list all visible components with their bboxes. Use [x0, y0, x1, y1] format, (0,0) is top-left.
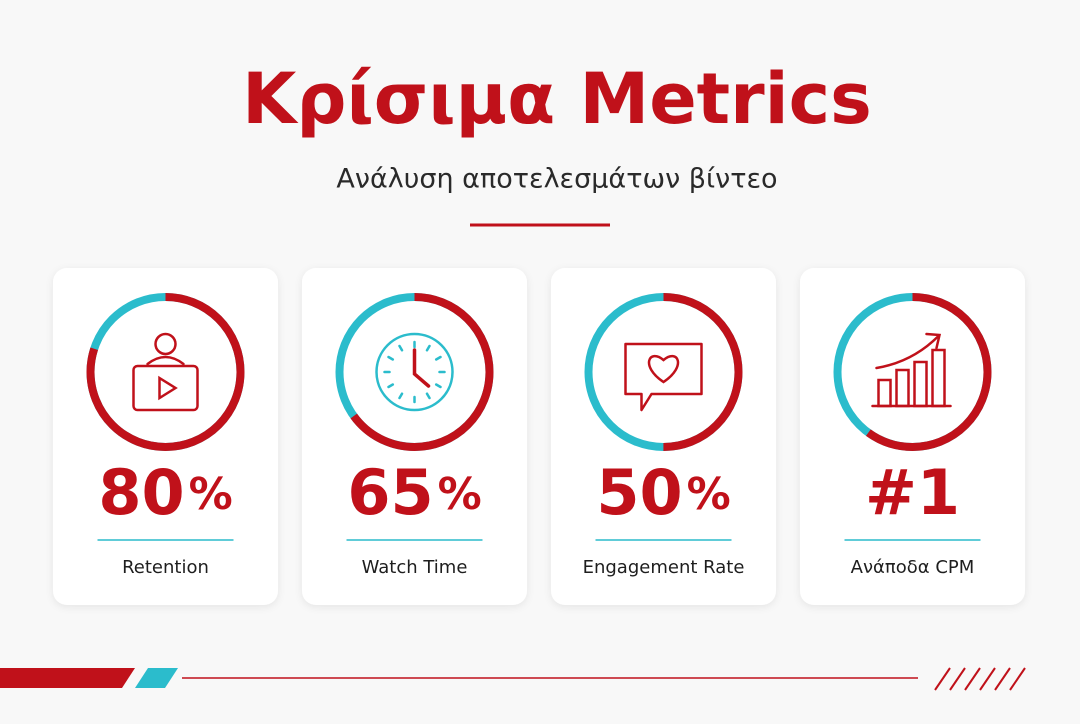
card: #1 Ανάποδα CPM — [800, 268, 1025, 605]
subtitle: Ανάλυση αποτελεσμάτων βίντεο — [336, 164, 777, 195]
card-bg — [302, 268, 527, 605]
metric-value: 65% — [347, 456, 481, 529]
ring-value — [584, 293, 743, 451]
metric-unit: % — [687, 469, 731, 520]
icon — [624, 342, 703, 412]
card-bg — [800, 268, 1025, 605]
ring-value — [86, 293, 245, 451]
card: 80% Retention — [53, 268, 278, 605]
metric-value: 50% — [596, 456, 730, 529]
metric-unit: % — [189, 469, 233, 520]
title: Κρίσιμα Metrics — [242, 58, 872, 140]
metric-label: Watch Time — [362, 557, 468, 578]
metric-number: 65 — [347, 456, 433, 529]
card: 65% Watch Time — [302, 268, 527, 605]
ring-value — [335, 293, 494, 451]
icon — [375, 332, 454, 412]
deco-slashes — [934, 667, 1026, 691]
deco-cyan-bar — [135, 668, 178, 688]
card: 50% Engagement Rate — [551, 268, 776, 605]
metric-label: Engagement Rate — [583, 557, 745, 578]
metric-label: Ανάποδα CPM — [851, 557, 975, 578]
metric-number: 80 — [98, 456, 184, 529]
metric-number: #1 — [865, 456, 960, 529]
icon — [132, 332, 199, 412]
cards: 80% Retention 65% Watch Time 50% Engagement R… — [53, 268, 1025, 605]
icon — [871, 332, 952, 408]
metric-number: 50 — [596, 456, 682, 529]
ring-value — [833, 293, 992, 451]
metric-label: Retention — [122, 557, 209, 578]
card-bg — [53, 268, 278, 605]
metric-unit: % — [438, 469, 482, 520]
metric-value: #1 — [865, 456, 960, 529]
deco-red-bar — [0, 668, 135, 688]
metric-value: 80% — [98, 456, 232, 529]
card-bg — [551, 268, 776, 605]
